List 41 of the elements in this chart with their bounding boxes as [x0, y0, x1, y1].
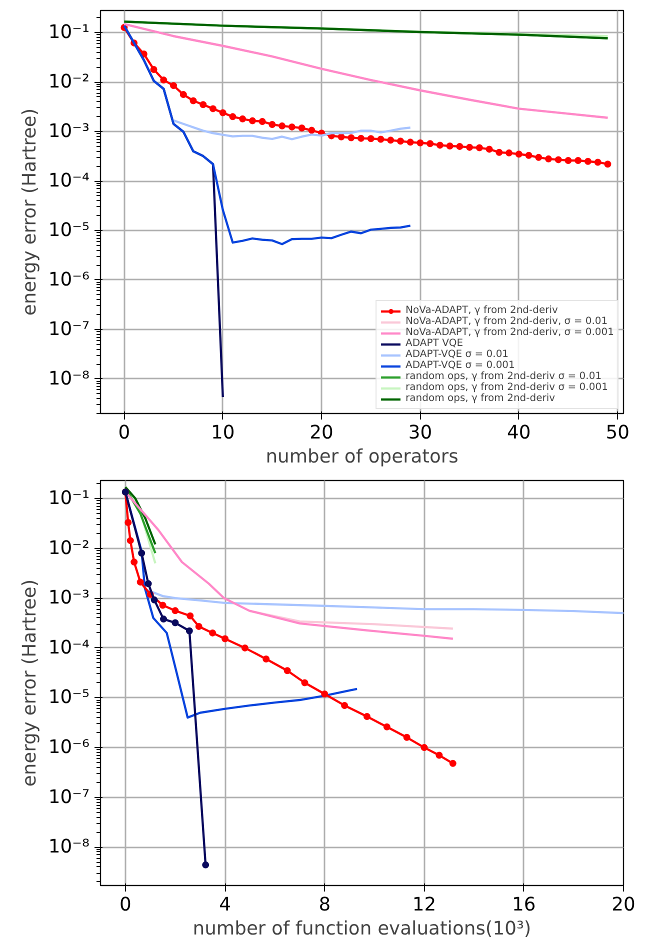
x-tick-label: 0 [118, 422, 130, 444]
y-tick-label: 10⁻⁵ [48, 687, 90, 708]
legend-label: NoVa-ADAPT, γ from 2nd-deriv, σ = 0.01 [406, 316, 608, 327]
y-axis-title: energy error (Hartree) [19, 108, 40, 316]
legend-label: ADAPT-VQE σ = 0.01 [406, 349, 509, 360]
y-tick-label: 10⁻¹ [48, 22, 90, 44]
x-tick-label: 8 [318, 894, 331, 916]
x-tick-label: 16 [512, 894, 536, 916]
x-tick-label: 40 [507, 422, 531, 444]
y-tick-label: 10⁻² [48, 72, 90, 93]
y-tick-label: 10⁻⁷ [48, 786, 90, 808]
legend-label: ADAPT VQE [406, 338, 464, 349]
y-tick-label: 10⁻⁶ [48, 737, 90, 758]
legend-label: random ops, γ from 2nd-deriv [406, 393, 556, 404]
x-tick-label: 20 [612, 894, 636, 916]
y-tick-label: 10⁻⁷ [48, 318, 90, 340]
legend-label: NoVa-ADAPT, γ from 2nd-deriv [406, 305, 558, 316]
x-tick-label: 4 [219, 894, 231, 916]
legend-label: ADAPT-VQE σ = 0.001 [406, 360, 515, 371]
x-axis-title: number of function evaluations(10³) [192, 918, 532, 940]
x-tick-label: 10 [210, 422, 235, 444]
y-tick-label: 10⁻³ [48, 121, 90, 142]
y-tick-label: 10⁻⁵ [48, 220, 90, 242]
x-tick-label: 50 [606, 422, 630, 444]
y-axis-title: energy error (Hartree) [19, 579, 40, 787]
x-axis-title: number of operators [266, 446, 458, 468]
x-tick-label: 12 [412, 894, 436, 916]
y-tick-label: 10⁻² [48, 538, 90, 559]
legend-label: random ops, γ from 2nd-deriv σ = 0.001 [406, 382, 608, 393]
y-tick-label: 10⁻⁸ [48, 368, 90, 390]
y-tick-label: 10⁻⁸ [48, 836, 90, 858]
legend-label: NoVa-ADAPT, γ from 2nd-deriv, σ = 0.001 [406, 327, 614, 338]
legend-label: random ops, γ from 2nd-deriv σ = 0.01 [406, 371, 602, 382]
x-tick-label: 0 [119, 894, 132, 916]
x-tick-label: 20 [310, 422, 334, 444]
y-tick-label: 10⁻⁴ [48, 637, 90, 658]
y-tick-label: 10⁻¹ [48, 488, 90, 510]
y-tick-label: 10⁻⁴ [48, 170, 90, 192]
y-tick-label: 10⁻⁶ [48, 269, 90, 290]
y-tick-label: 10⁻³ [48, 588, 90, 609]
x-tick-label: 30 [408, 422, 432, 444]
